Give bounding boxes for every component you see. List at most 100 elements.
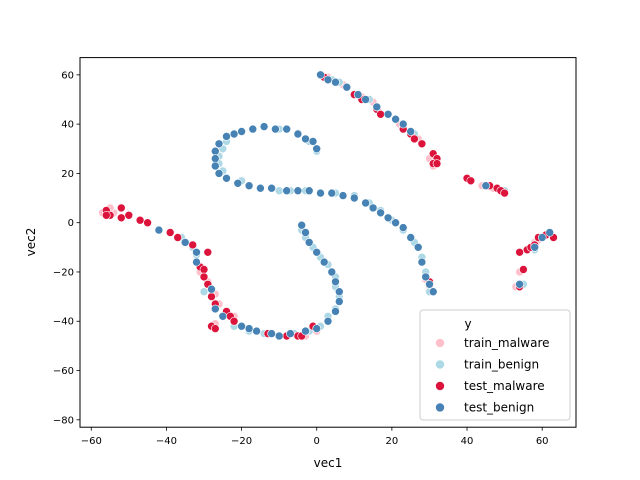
data-point (323, 316, 333, 326)
data-point (271, 124, 280, 134)
y-tick-label: −20 (53, 267, 74, 278)
data-point (331, 77, 340, 87)
data-point (334, 287, 344, 297)
data-point (237, 127, 246, 136)
data-point (293, 129, 303, 139)
x-axis: −60 −40 −20 0 20 40 60 (81, 427, 549, 447)
data-point (274, 186, 284, 195)
data-point (267, 183, 276, 193)
data-point (316, 70, 325, 80)
data-point (229, 129, 239, 139)
y-tick-label: −80 (53, 415, 74, 426)
data-point (410, 134, 419, 144)
data-point (545, 228, 555, 237)
y-tick-label: 40 (61, 120, 74, 131)
x-axis-label: vec1 (314, 456, 343, 470)
data-point (376, 110, 385, 119)
data-point (530, 243, 540, 252)
legend-label: test_malware (464, 379, 545, 393)
data-point (199, 272, 209, 282)
data-point (304, 238, 314, 247)
x-tick-label: −40 (156, 436, 177, 447)
axes-frame (79, 57, 577, 428)
data-point (199, 287, 209, 297)
data-point (334, 297, 344, 306)
data-point (327, 267, 337, 277)
data-point (188, 240, 197, 250)
data-point (361, 198, 370, 208)
data-point (312, 248, 322, 257)
data-point (135, 215, 145, 225)
data-point (244, 181, 254, 190)
data-point (297, 220, 307, 230)
data-point (372, 102, 382, 112)
data-point (349, 193, 359, 203)
y-tick-label: 20 (61, 169, 74, 180)
legend: y train_malware train_benign test_malwaret… (419, 309, 571, 421)
data-point (406, 233, 416, 242)
legend-label: train_malware (464, 336, 550, 350)
data-point (256, 183, 265, 193)
data-point (282, 124, 292, 134)
data-point (515, 248, 524, 257)
data-point (331, 277, 340, 287)
legend-marker (435, 381, 445, 391)
data-point (301, 134, 310, 144)
data-point (237, 321, 246, 331)
data-point (376, 208, 385, 218)
data-point (421, 272, 431, 282)
data-point (222, 174, 231, 183)
data-point (383, 110, 393, 119)
data-point (203, 248, 213, 257)
data-point (481, 181, 491, 190)
data-point (342, 82, 352, 92)
legend-marker (435, 359, 445, 370)
data-point (233, 179, 243, 188)
data-point (207, 284, 216, 294)
data-point (244, 324, 254, 333)
data-point (327, 188, 337, 198)
legend-title: y (464, 317, 471, 331)
data-point (398, 119, 408, 129)
data-point (274, 331, 284, 341)
data-point (218, 311, 228, 321)
data-point (417, 139, 427, 149)
data-point (211, 154, 220, 163)
data-point (361, 95, 370, 104)
x-tick-label: 40 (461, 436, 474, 447)
data-point (323, 75, 333, 85)
legend-label: test_benign (464, 401, 534, 415)
legend-entries: train_malware train_benign test_malwaretes… (435, 336, 550, 415)
legend-label: train_benign (464, 358, 539, 372)
data-point (391, 114, 400, 124)
data-point (312, 324, 322, 333)
data-point (308, 137, 318, 146)
data-point (259, 122, 269, 131)
data-point (192, 248, 201, 257)
x-tick-label: 20 (386, 436, 399, 447)
legend-marker (435, 338, 445, 348)
data-point (515, 279, 524, 289)
data-point (391, 218, 400, 227)
data-point (192, 257, 201, 267)
data-point (338, 191, 348, 200)
data-point (383, 213, 393, 223)
data-point (312, 144, 322, 154)
x-tick-label: 0 (314, 436, 320, 447)
data-point (214, 139, 224, 149)
data-point (124, 211, 134, 220)
data-point (316, 188, 325, 198)
data-point (180, 238, 190, 247)
data-point (304, 186, 314, 195)
y-axis: −80 −60 −40 −20 0 20 40 60 (53, 70, 80, 426)
data-point (211, 146, 220, 156)
data-point (143, 218, 152, 227)
data-point (428, 287, 438, 297)
y-tick-label: −60 (53, 366, 74, 377)
legend-marker (435, 402, 445, 413)
data-point (398, 223, 408, 232)
data-point (207, 292, 216, 301)
data-point (117, 203, 126, 213)
data-point (102, 211, 111, 220)
